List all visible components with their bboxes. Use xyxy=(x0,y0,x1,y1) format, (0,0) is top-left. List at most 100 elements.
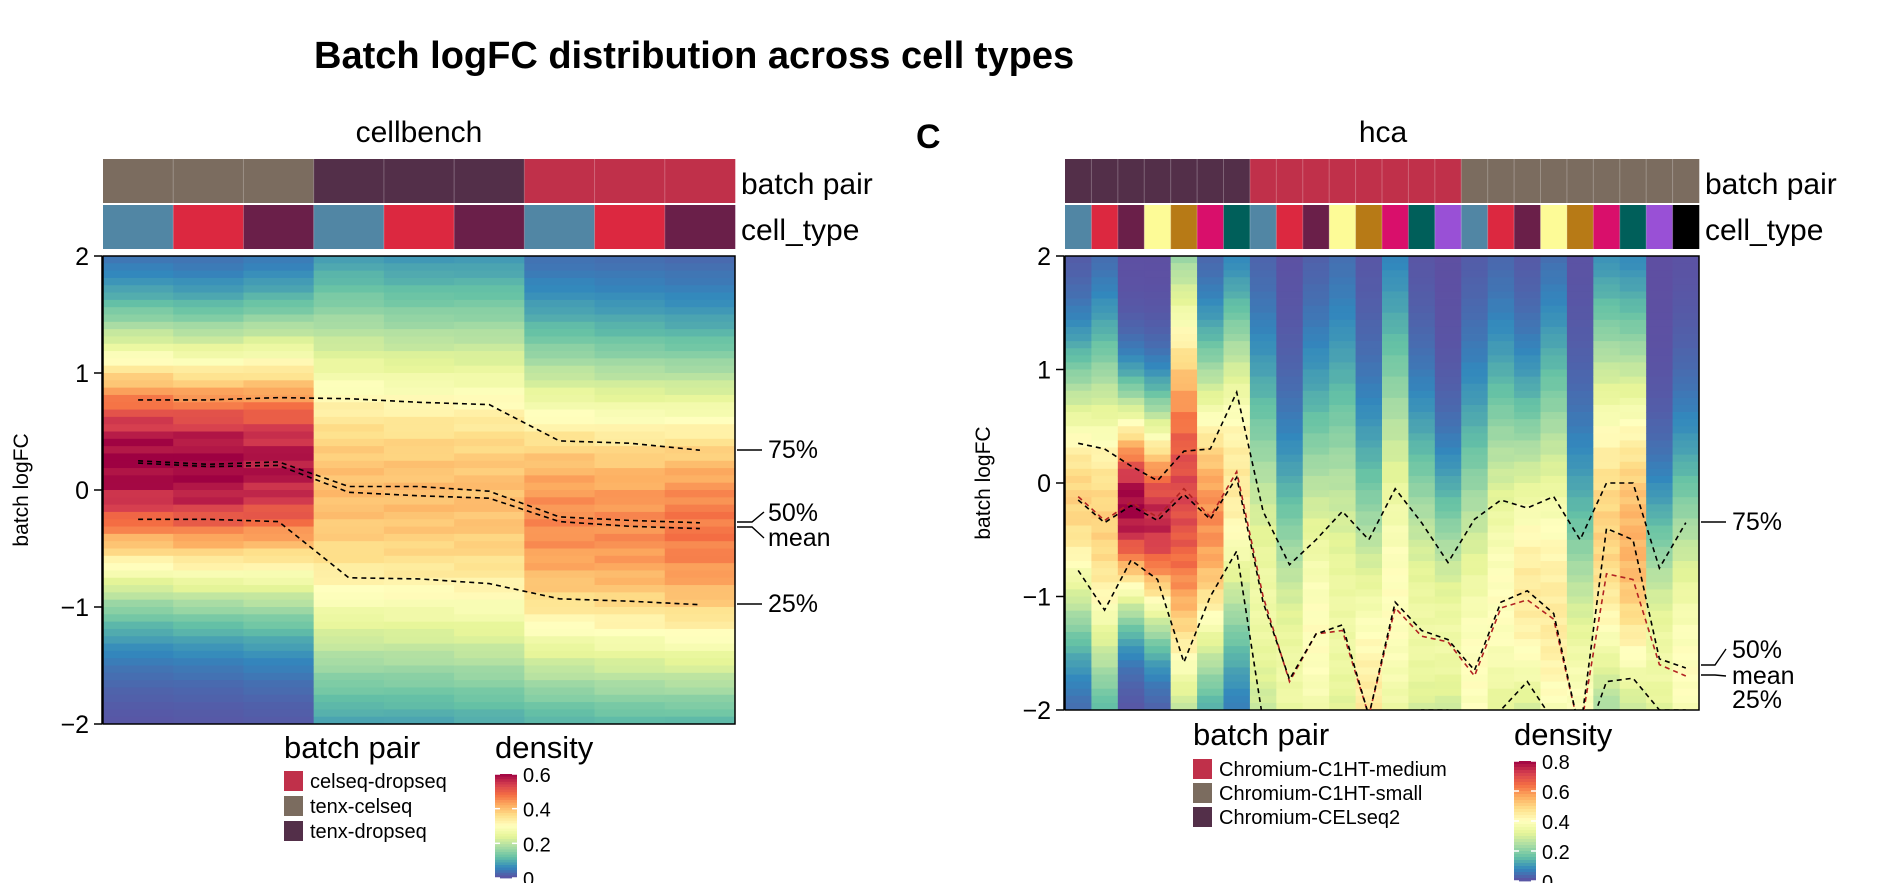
density-cell xyxy=(1249,298,1277,307)
density-cell xyxy=(454,307,525,315)
density-cell xyxy=(1065,270,1092,278)
density-cell xyxy=(1223,348,1251,356)
density-cell xyxy=(1170,539,1198,548)
density-cell xyxy=(524,709,595,718)
density-cell xyxy=(1487,419,1515,427)
density-cell xyxy=(594,270,666,279)
density-cell xyxy=(1170,298,1198,307)
density-cell xyxy=(594,533,666,542)
density-cell xyxy=(1223,539,1251,548)
density-cell xyxy=(1170,603,1198,612)
batch-pair-cell xyxy=(1170,159,1198,203)
density-cell xyxy=(1249,475,1277,484)
density-cell xyxy=(1646,461,1673,470)
density-cell xyxy=(1170,702,1198,710)
density-cell xyxy=(1593,504,1621,512)
density-cell xyxy=(1434,561,1462,569)
density-cell xyxy=(1408,702,1436,710)
density-cell xyxy=(383,585,455,593)
density-cell xyxy=(383,292,455,301)
density-cell xyxy=(1302,326,1330,335)
density-cell xyxy=(1487,631,1515,640)
density-cell xyxy=(1249,490,1277,498)
density-cell xyxy=(1408,426,1436,434)
density-cell xyxy=(1249,319,1277,328)
colorbar-segment xyxy=(1514,770,1536,774)
density-cell xyxy=(1144,419,1172,427)
density-cell xyxy=(524,716,595,724)
density-cell xyxy=(1646,305,1673,314)
density-cell xyxy=(524,643,595,652)
density-cell xyxy=(524,490,595,498)
density-cell xyxy=(1672,341,1699,349)
density-cell xyxy=(1646,355,1673,363)
density-cell xyxy=(103,614,174,623)
colorbar-segment xyxy=(1514,863,1536,867)
density-cell xyxy=(664,614,735,623)
density-cell xyxy=(1355,404,1383,413)
density-cell xyxy=(1355,305,1383,314)
density-cell xyxy=(1487,568,1515,576)
density-cell xyxy=(1302,362,1330,370)
density-cell xyxy=(594,277,666,286)
density-cell xyxy=(1249,334,1277,342)
density-cell xyxy=(664,402,735,410)
density-cell xyxy=(664,373,735,381)
density-cell xyxy=(1566,270,1594,278)
density-cell xyxy=(1065,426,1092,434)
density-cell xyxy=(1593,539,1621,548)
density-cell xyxy=(1091,532,1119,541)
density-cell xyxy=(1117,454,1145,463)
colorbar-segment xyxy=(495,826,517,829)
density-cell xyxy=(383,329,455,337)
density-cell xyxy=(524,519,595,527)
colorbar-segment xyxy=(495,807,517,811)
density-cell xyxy=(594,446,666,454)
density-cell xyxy=(1276,376,1304,385)
density-cell xyxy=(1355,702,1383,710)
density-cell xyxy=(1065,617,1092,626)
density-cell xyxy=(594,687,666,696)
density-cell xyxy=(1065,404,1092,413)
density-cell xyxy=(454,621,525,630)
density-cell xyxy=(1249,589,1277,597)
density-cell xyxy=(524,475,595,484)
colorbar-segment xyxy=(1514,767,1536,771)
density-cell xyxy=(1144,646,1172,654)
density-cell xyxy=(524,665,595,674)
density-cell xyxy=(1276,667,1304,675)
density-cell xyxy=(1144,334,1172,342)
colorbar-segment xyxy=(495,852,517,855)
annotation-label-batch-pair: batch pair xyxy=(741,168,873,201)
density-cell xyxy=(1065,419,1092,427)
colorbar-segment xyxy=(495,818,517,822)
density-cell xyxy=(173,672,244,681)
density-cell xyxy=(1355,376,1383,385)
density-cell xyxy=(1382,596,1409,604)
density-cell xyxy=(1619,589,1647,597)
density-cell xyxy=(1355,326,1383,335)
density-cell xyxy=(1646,475,1673,484)
density-cell xyxy=(383,607,455,615)
density-cell xyxy=(1593,326,1621,335)
density-cell xyxy=(1249,617,1277,626)
density-cell xyxy=(1540,631,1568,640)
density-cell xyxy=(1672,596,1699,604)
density-cell xyxy=(1144,660,1172,668)
density-cell xyxy=(1170,532,1198,541)
density-cell xyxy=(173,307,244,315)
density-cell xyxy=(173,292,244,301)
density-cell xyxy=(664,256,735,264)
density-cell xyxy=(1223,326,1251,335)
density-cell xyxy=(524,299,595,308)
density-cell xyxy=(1514,504,1541,512)
density-cell xyxy=(1302,376,1330,385)
density-cell xyxy=(1065,440,1092,448)
density-cell xyxy=(1170,546,1198,555)
density-cell xyxy=(1593,660,1621,668)
density-cell xyxy=(594,541,666,549)
colorbar-segment xyxy=(1514,860,1536,864)
density-cell xyxy=(173,709,244,718)
density-cell xyxy=(243,658,315,666)
density-cell xyxy=(313,277,385,286)
